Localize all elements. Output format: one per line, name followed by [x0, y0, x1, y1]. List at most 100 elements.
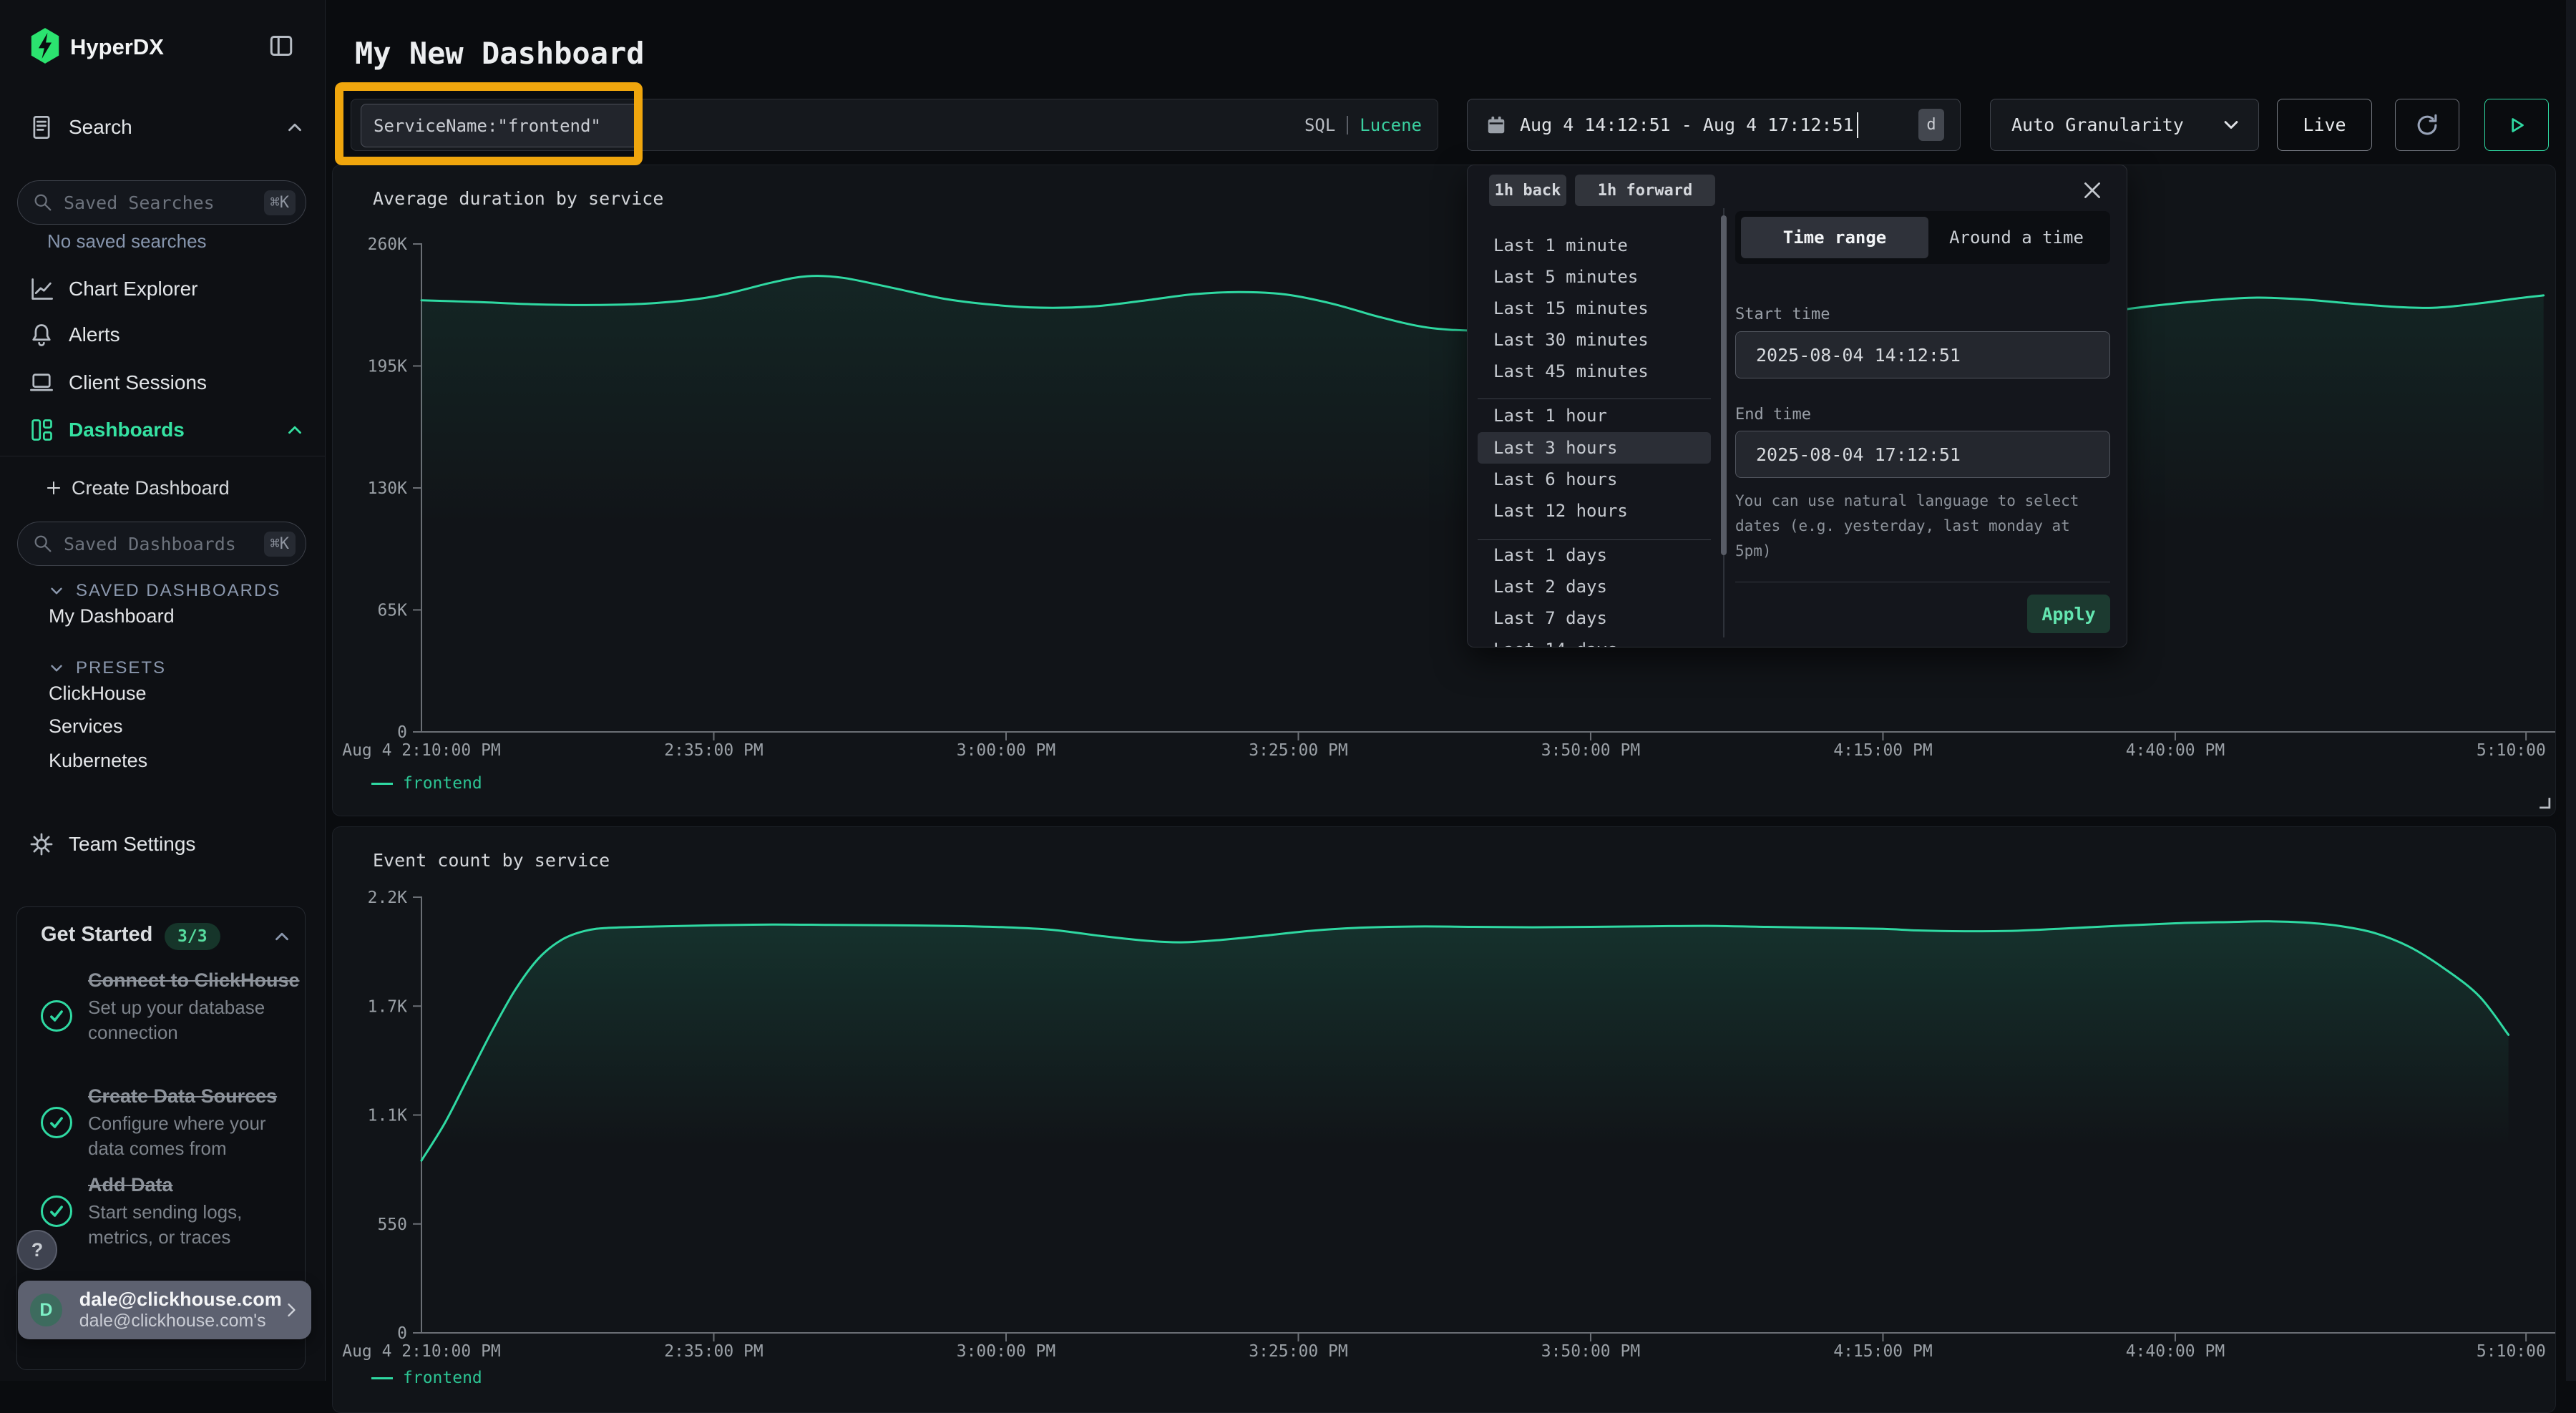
chart-explorer-icon	[29, 275, 54, 303]
create-dashboard-label: Create Dashboard	[72, 476, 230, 499]
time-option-last-1-days[interactable]: Last 1 days	[1478, 539, 1711, 571]
time-range-input[interactable]: Aug 4 14:12:51 - Aug 4 17:12:51 d	[1467, 99, 1961, 151]
section-header-presets[interactable]: PRESETS	[47, 658, 166, 678]
help-label: ?	[31, 1238, 44, 1261]
section-title: SAVED DASHBOARDS	[76, 581, 281, 600]
logs-icon	[29, 114, 54, 141]
end-time-input[interactable]: 2025-08-04 17:12:51	[1735, 431, 2110, 478]
x-tick-label: 2:35:00 PM	[664, 1342, 763, 1361]
sidebar-item-kubernetes[interactable]: Kubernetes	[49, 750, 148, 771]
sidebar-item-my-dashboard[interactable]: My Dashboard	[49, 605, 175, 627]
time-option-last-7-days[interactable]: Last 7 days	[1478, 602, 1711, 634]
y-tick-label: 1.1K	[368, 1107, 408, 1125]
sidebar-item-search[interactable]: Search	[0, 111, 326, 144]
get-started-item[interactable]: Add Data Start sending logs, metrics, or …	[88, 1171, 300, 1250]
help-button[interactable]: ?	[17, 1230, 57, 1270]
sidebar-item-chart-explorer[interactable]: Chart Explorer	[0, 273, 326, 305]
language-toggle: SQL Lucene	[1304, 99, 1422, 150]
sidebar-item-team-settings[interactable]: Team Settings	[0, 828, 326, 861]
sidebar-item-alerts[interactable]: Alerts	[0, 318, 326, 351]
avatar: D	[30, 1294, 62, 1326]
mode-tabs: Time range Around a time	[1735, 211, 2110, 264]
page-scrollbar[interactable]	[2566, 0, 2576, 1381]
task-title: Create Data Sources	[88, 1085, 278, 1107]
sql-toggle[interactable]: SQL	[1304, 114, 1336, 135]
y-tick-label: 550	[377, 1216, 407, 1234]
chevron-up-icon[interactable]	[271, 926, 293, 947]
live-button[interactable]: Live	[2277, 99, 2372, 151]
list-scrollbar-thumb[interactable]	[1721, 215, 1727, 555]
get-started-item[interactable]: Create Data Sources Configure where your …	[88, 1082, 300, 1161]
time-option-last-1-hour[interactable]: Last 1 hour	[1478, 400, 1711, 431]
series-line-frontend	[420, 275, 2545, 333]
start-time-value: 2025-08-04 14:12:51	[1756, 344, 1961, 366]
legend-item-frontend[interactable]: frontend	[371, 774, 482, 793]
team-settings-label: Team Settings	[69, 833, 196, 855]
tab-around-a-time[interactable]: Around a time	[1949, 228, 2084, 248]
x-tick-label: 4:40:00 PM	[2126, 1342, 2225, 1361]
time-option-last-15-minutes[interactable]: Last 15 minutes	[1478, 293, 1711, 324]
section-title: PRESETS	[76, 658, 167, 678]
tab-time-range[interactable]: Time range	[1741, 217, 1928, 258]
task-subtitle: Start sending logs, metrics, or traces	[88, 1201, 243, 1248]
x-tick-label: 3:50:00 PM	[1541, 741, 1640, 760]
shift-forward-button[interactable]: 1h forward	[1575, 175, 1715, 206]
run-query-button[interactable]	[2484, 99, 2549, 151]
x-tick-label: 3:00:00 PM	[957, 741, 1055, 760]
chevron-down-icon	[2221, 115, 2241, 135]
text-cursor	[1856, 112, 1858, 138]
chart-card-avg-duration: Average duration by service 0 65K 130K 195K…	[332, 165, 2556, 816]
sidebar-item-clickhouse[interactable]: ClickHouse	[49, 683, 147, 704]
refresh-button[interactable]	[2395, 99, 2459, 151]
apply-button[interactable]: Apply	[2027, 595, 2110, 633]
query-input[interactable]: ServiceName:"frontend"	[361, 104, 639, 147]
saved-dashboards-input[interactable]: Saved Dashboards ⌘K	[17, 522, 306, 566]
legend-item-frontend[interactable]: frontend	[371, 1369, 482, 1387]
app-title: HyperDX	[70, 34, 164, 59]
sidebar-item-client-sessions[interactable]: Client Sessions	[0, 366, 326, 399]
get-started-item[interactable]: Connect to ClickHouse Set up your databas…	[88, 967, 300, 1045]
section-header-saved-dashboards[interactable]: SAVED DASHBOARDS	[47, 581, 280, 601]
start-time-input[interactable]: 2025-08-04 14:12:51	[1735, 331, 2110, 378]
time-option-label: Last 12 hours	[1493, 501, 1628, 521]
saved-searches-input[interactable]: Saved Searches ⌘K	[17, 180, 306, 225]
end-time-value: 2025-08-04 17:12:51	[1756, 444, 1961, 465]
calendar-icon	[1485, 114, 1507, 137]
x-tick-label: 4:40:00 PM	[2126, 741, 2225, 760]
time-option-last-12-hours[interactable]: Last 12 hours	[1478, 495, 1711, 527]
sidebar-collapse-button[interactable]	[266, 31, 296, 60]
legend-label: frontend	[403, 774, 482, 793]
close-icon[interactable]	[2080, 178, 2104, 202]
time-option-last-30-minutes[interactable]: Last 30 minutes	[1478, 324, 1711, 356]
query-text: ServiceName:"frontend"	[374, 115, 601, 136]
time-option-last-1-minute[interactable]: Last 1 minute	[1478, 230, 1711, 261]
chevron-down-icon	[47, 582, 66, 600]
time-option-last-14-days[interactable]: Last 14 days	[1478, 634, 1711, 647]
resize-handle-icon[interactable]	[2537, 795, 2552, 811]
time-option-last-3-hours[interactable]: Last 3 hours	[1478, 432, 1711, 464]
time-option-label: Last 1 hour	[1493, 406, 1607, 426]
sidebar-item-services[interactable]: Services	[49, 715, 123, 737]
time-option-last-2-days[interactable]: Last 2 days	[1478, 571, 1711, 602]
user-menu[interactable]: D dale@clickhouse.com dale@clickhouse.co…	[18, 1281, 311, 1339]
panel-collapse-icon	[270, 36, 293, 56]
lucene-toggle[interactable]: Lucene	[1360, 114, 1422, 135]
time-option-label: Last 1 days	[1493, 545, 1607, 565]
granularity-select[interactable]: Auto Granularity	[1990, 99, 2259, 151]
task-title: Connect to ClickHouse	[88, 969, 300, 991]
create-dashboard-button[interactable]: Create Dashboard	[0, 471, 326, 504]
line-chart-avg-duration[interactable]: 0 65K 130K 195K 260K Aug 4 2:10:00 PM 2:35:00 …	[333, 165, 2555, 816]
legend-swatch	[371, 782, 393, 785]
time-option-last-45-minutes[interactable]: Last 45 minutes	[1478, 356, 1711, 387]
line-chart-event-count[interactable]: 0 550 1.1K 1.7K 2.2K Aug 4 2:10:00 PM 2:35:00 …	[333, 827, 2555, 1412]
time-option-label: Last 45 minutes	[1493, 361, 1649, 381]
y-tick-label: 0	[397, 723, 407, 742]
sidebar-item-dashboards[interactable]: Dashboards	[0, 414, 326, 446]
time-option-last-5-minutes[interactable]: Last 5 minutes	[1478, 261, 1711, 293]
time-option-last-6-hours[interactable]: Last 6 hours	[1478, 464, 1711, 495]
time-option-label: Last 6 hours	[1493, 469, 1618, 489]
shift-back-button[interactable]: 1h back	[1489, 175, 1566, 206]
y-tick-label: 130K	[368, 479, 408, 498]
dashboards-icon	[29, 416, 54, 444]
check-circle-icon	[41, 1196, 72, 1227]
